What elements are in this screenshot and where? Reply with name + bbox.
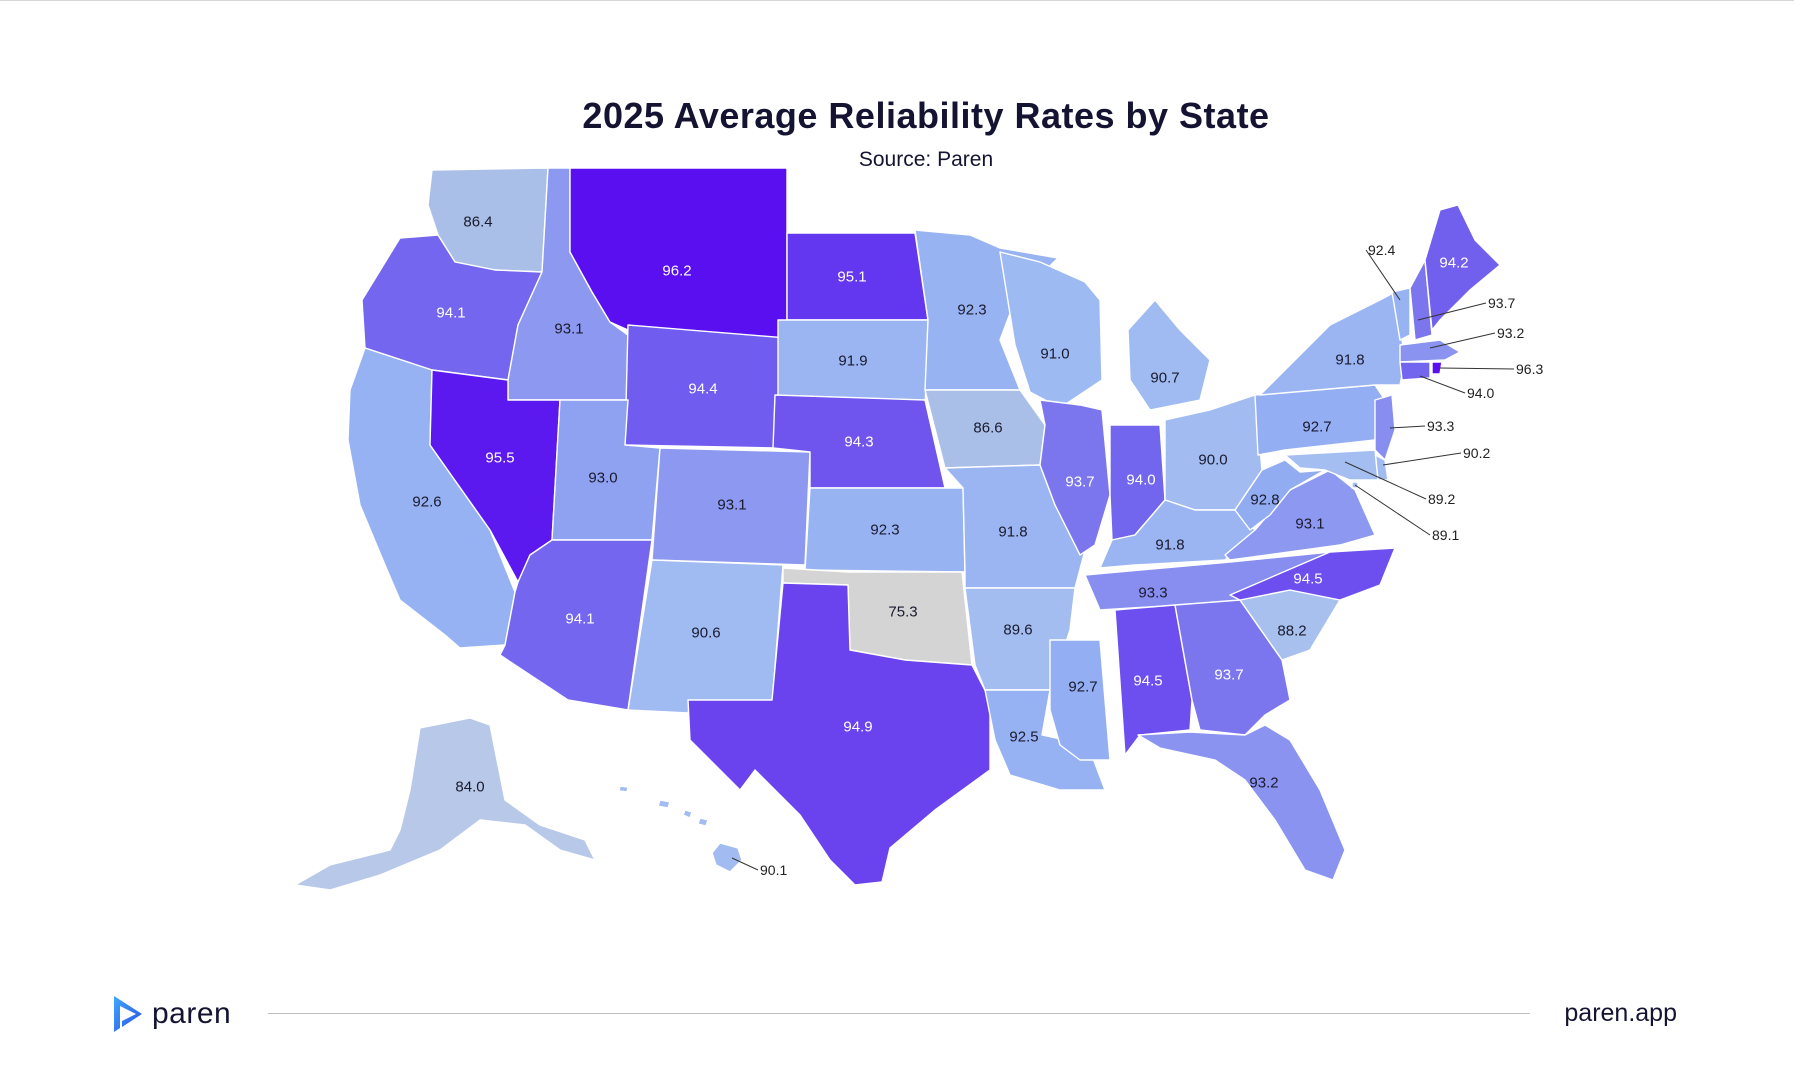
state-value-hi: 90.1 [760, 862, 787, 878]
state-value-tx: 94.9 [843, 719, 872, 736]
map-subtitle: Source: Paren [858, 148, 994, 171]
state-value-nh: 93.7 [1488, 295, 1515, 311]
state-mi[interactable] [1127, 299, 1211, 411]
state-value-ny: 91.8 [1335, 352, 1364, 369]
state-value-sc: 88.2 [1277, 623, 1306, 640]
leader-line-nh [1417, 302, 1487, 321]
state-value-wa: 86.4 [463, 214, 492, 231]
state-value-al: 94.5 [1133, 673, 1162, 690]
state-value-ks: 92.3 [870, 522, 899, 539]
state-value-ia: 86.6 [973, 420, 1002, 437]
state-ri[interactable] [1431, 361, 1443, 375]
state-value-wv: 92.8 [1250, 492, 1279, 509]
brand-name: paren [152, 997, 232, 1030]
footer-divider [268, 1013, 1530, 1014]
state-value-wi: 91.0 [1040, 346, 1069, 363]
state-value-nm: 90.6 [691, 625, 720, 642]
state-value-mi: 90.7 [1150, 370, 1179, 387]
state-value-ok: 75.3 [888, 604, 917, 621]
leader-line-dc [1354, 484, 1431, 536]
state-me[interactable] [1424, 204, 1501, 331]
state-value-la: 92.5 [1009, 729, 1038, 746]
leader-line-hi [731, 857, 759, 871]
state-value-oh: 90.0 [1198, 452, 1227, 469]
state-nc[interactable] [1229, 547, 1396, 601]
leader-line-de [1382, 452, 1462, 466]
map-title: 2025 Average Reliability Rates by State [582, 95, 1270, 136]
state-value-il: 93.7 [1065, 474, 1094, 491]
state-value-ar: 89.6 [1003, 622, 1032, 639]
leader-line-md [1344, 461, 1427, 500]
state-value-nv: 95.5 [485, 450, 514, 467]
state-ny[interactable] [1259, 291, 1406, 396]
state-value-wy: 94.4 [688, 381, 717, 398]
state-value-ri: 96.3 [1516, 361, 1543, 377]
state-value-dc: 89.1 [1432, 527, 1459, 543]
website-link[interactable]: paren.app [1564, 999, 1677, 1027]
state-tx[interactable] [687, 582, 991, 886]
state-value-ms: 92.7 [1068, 679, 1097, 696]
state-value-fl: 93.2 [1249, 775, 1278, 792]
state-value-id: 93.1 [554, 321, 583, 338]
state-value-pa: 92.7 [1302, 419, 1331, 436]
state-value-or: 94.1 [436, 305, 465, 322]
state-value-nd: 95.1 [837, 269, 866, 286]
state-value-sd: 91.9 [838, 353, 867, 370]
state-value-ct: 94.0 [1467, 385, 1494, 401]
state-value-ak: 84.0 [455, 779, 484, 796]
state-ms[interactable] [1049, 639, 1111, 761]
state-mt[interactable] [569, 167, 788, 339]
state-value-va: 93.1 [1295, 516, 1324, 533]
state-value-de: 90.2 [1463, 445, 1490, 461]
leader-line-vt [1365, 249, 1401, 301]
state-il[interactable] [1039, 399, 1111, 556]
state-value-md: 89.2 [1428, 491, 1455, 507]
state-la[interactable] [984, 689, 1106, 791]
state-vt[interactable] [1391, 287, 1411, 341]
state-md[interactable] [1284, 449, 1379, 481]
state-ak[interactable] [294, 717, 596, 891]
state-az[interactable] [499, 539, 653, 711]
state-value-nc: 94.5 [1293, 571, 1322, 588]
state-value-mo: 91.8 [998, 524, 1027, 541]
state-fl[interactable] [1137, 724, 1346, 881]
state-value-in: 94.0 [1126, 472, 1155, 489]
brand-logo[interactable]: paren [108, 993, 231, 1035]
state-ma[interactable] [1399, 339, 1461, 363]
state-ct[interactable] [1399, 361, 1431, 381]
leader-line-ri [1439, 367, 1515, 370]
state-value-ma: 93.2 [1497, 325, 1524, 341]
state-value-me: 94.2 [1439, 255, 1468, 272]
state-value-nj: 93.3 [1427, 418, 1454, 434]
state-value-az: 94.1 [565, 611, 594, 628]
state-value-ky: 91.8 [1155, 537, 1184, 554]
state-value-ne: 94.3 [844, 434, 873, 451]
state-value-vt: 92.4 [1368, 242, 1395, 258]
state-value-ut: 93.0 [588, 470, 617, 487]
top-divider [0, 0, 1794, 1]
leader-line-ct [1419, 375, 1466, 394]
state-value-ca: 92.6 [412, 494, 441, 511]
state-value-co: 93.1 [717, 497, 746, 514]
state-hi[interactable] [618, 785, 743, 873]
leader-line-nj [1389, 425, 1426, 429]
state-value-ga: 93.7 [1214, 667, 1243, 684]
state-value-tn: 93.3 [1138, 585, 1167, 602]
paren-logo-icon [114, 996, 142, 1032]
state-wi[interactable] [999, 251, 1103, 409]
state-value-mt: 96.2 [662, 263, 691, 280]
state-value-mn: 92.3 [957, 302, 986, 319]
leader-line-ma [1429, 332, 1496, 349]
